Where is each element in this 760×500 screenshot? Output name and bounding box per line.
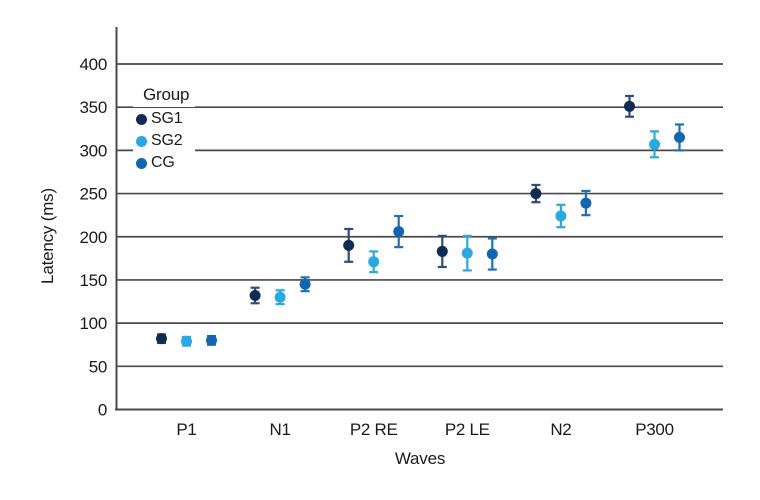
x-category-label-p1: P1 <box>176 420 196 439</box>
y-tick-label-400: 400 <box>80 55 107 74</box>
legend-dot-icon <box>136 157 147 169</box>
x-category-label-p2-re: P2 RE <box>350 420 398 439</box>
point-SG1-P300 <box>624 100 635 112</box>
legend-dot-icon <box>136 113 147 125</box>
legend-items: SG1 SG2 CG <box>133 108 196 174</box>
point-SG2-P1 <box>181 335 192 347</box>
legend-item-sg2: SG2 <box>133 130 196 152</box>
y-tick-label-50: 50 <box>89 357 107 376</box>
point-SG1-P2 RE <box>343 239 355 251</box>
point-SG2-N1 <box>274 291 286 303</box>
point-SG1-N1 <box>249 289 261 301</box>
point-SG2-P2 LE <box>461 247 473 259</box>
x-axis-title: Waves <box>394 449 446 468</box>
y-axis-title: Latency (ms) <box>38 188 57 284</box>
y-tick-label-200: 200 <box>80 228 107 247</box>
legend-label: SG1 <box>151 110 183 127</box>
point-SG2-P2 RE <box>368 256 380 268</box>
y-tick-label-100: 100 <box>80 314 107 333</box>
x-category-label-n2: N2 <box>550 420 571 439</box>
point-CG-N2 <box>580 197 592 209</box>
point-SG2-P300 <box>649 138 660 150</box>
point-CG-P2 LE <box>486 248 498 260</box>
point-SG1-P1 <box>156 333 167 345</box>
point-CG-P2 RE <box>393 226 405 238</box>
legend-label: CG <box>151 154 175 171</box>
legend-dot-icon <box>136 135 147 147</box>
point-SG1-N2 <box>530 188 542 200</box>
x-category-label-n1: N1 <box>270 420 291 439</box>
legend-title: Group <box>133 84 196 107</box>
point-CG-P300 <box>674 131 685 143</box>
legend-label: SG2 <box>151 132 183 149</box>
y-tick-label-250: 250 <box>80 185 107 204</box>
legend: Group SG1 SG2 CG <box>133 84 196 174</box>
point-CG-P1 <box>206 334 217 346</box>
legend-item-cg: CG <box>133 152 196 174</box>
x-category-label-p300: P300 <box>635 420 674 439</box>
point-SG1-P2 LE <box>436 245 448 257</box>
y-tick-label-350: 350 <box>80 98 107 117</box>
point-SG2-N2 <box>555 210 567 222</box>
y-tick-label-150: 150 <box>80 271 107 290</box>
y-tick-label-0: 0 <box>98 401 107 420</box>
point-CG-N1 <box>299 278 311 290</box>
y-tick-label-300: 300 <box>80 141 107 160</box>
legend-item-sg1: SG1 <box>133 108 196 130</box>
x-category-label-p2-le: P2 LE <box>445 420 490 439</box>
